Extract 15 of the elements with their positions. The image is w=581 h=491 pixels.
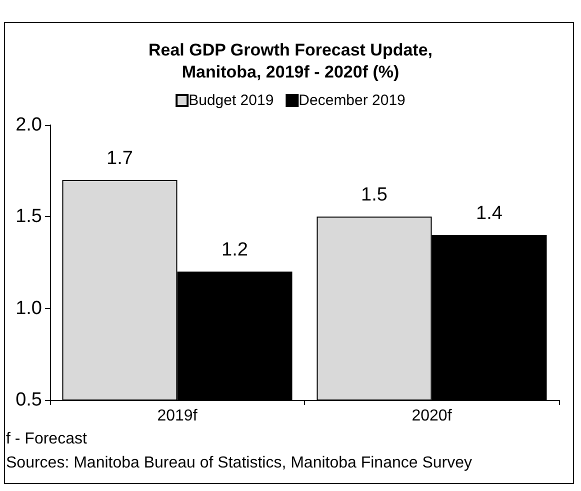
data-label: 1.4 [476, 203, 503, 224]
text: f - Forecast [6, 430, 88, 448]
legend-label: Budget 2019 [188, 92, 274, 109]
data-label: 1.5 [361, 184, 388, 206]
y-tick-label: 0.5 [16, 390, 42, 410]
legend-label: December 2019 [298, 92, 406, 109]
source-note: Sources: Manitoba Bureau of Statistics, Manitoba Finance Survey [6, 454, 472, 472]
chart-title: Real GDP Growth Forecast Update, Manitoba, 2019f - 2020f (%) [148, 40, 433, 82]
y-tick-label: 2.0 [16, 114, 42, 136]
data-label: 1.2 [222, 240, 248, 261]
x-tick-label: 2020f [412, 408, 452, 424]
y-tick-label: 1.0 [16, 298, 42, 319]
data-label: 1.7 [106, 148, 133, 169]
x-tick-label: 2019f [157, 408, 198, 424]
y-tick-label: 1.5 [16, 206, 42, 228]
